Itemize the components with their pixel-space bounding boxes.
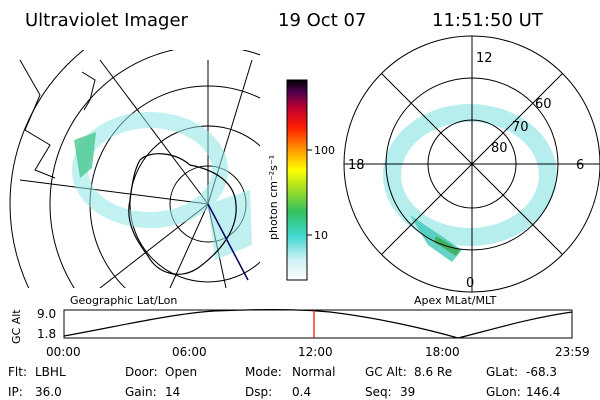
status-dsp-label: Dsp: — [245, 385, 272, 399]
colorbar — [286, 79, 308, 281]
status-mode-label: Mode: — [245, 365, 282, 379]
colorbar-tick-100: 100 — [314, 144, 335, 157]
status-gcalt-value: 8.6 Re — [414, 365, 452, 379]
status-glon-value: 146.4 — [526, 385, 560, 399]
status-flt-label: Flt: — [8, 365, 27, 379]
status-door-value: Open — [165, 365, 197, 379]
status-flt-value: LBHL — [35, 365, 66, 379]
status-glat-value: -68.3 — [526, 365, 557, 379]
left-panel-label: Geographic Lat/Lon — [70, 294, 177, 307]
timeline-strip: GC Alt 9.0 1.8 00:00 06:00 12:00 18:00 2… — [10, 307, 590, 359]
status-panel: Flt: LBHL Door: Open Mode: Normal GC Alt… — [8, 365, 560, 399]
x-tick-0600: 06:00 — [172, 345, 207, 359]
lat-label-70: 70 — [512, 120, 529, 135]
mlt-label-6: 6 — [576, 158, 584, 173]
mlt-label-12: 12 — [476, 51, 493, 66]
status-ip-label: IP: — [8, 385, 23, 399]
status-ip-value: 36.0 — [35, 385, 62, 399]
y-tick-1-8: 1.8 — [37, 327, 56, 341]
status-gcalt-label: GC Alt: — [365, 365, 407, 379]
status-dsp-value: 0.4 — [292, 385, 311, 399]
polar-mlt-panel: 12 18 6 0 60 70 80 — [343, 35, 600, 293]
gc-alt-axis-title: GC Alt — [10, 309, 23, 344]
mlt-label-0: 0 — [466, 276, 474, 291]
geographic-map-panel — [9, 50, 260, 288]
status-glon-label: GLon: — [486, 385, 521, 399]
x-tick-0000: 00:00 — [46, 345, 81, 359]
y-tick-9: 9.0 — [37, 307, 56, 321]
status-gain-value: 14 — [165, 385, 180, 399]
status-gain-label: Gain: — [125, 385, 157, 399]
colorbar-tick-10: 10 — [314, 229, 328, 242]
status-glat-label: GLat: — [486, 365, 518, 379]
colorbar-unit: photon cm⁻²s⁻¹ — [267, 155, 280, 240]
right-panel-label: Apex MLat/MLT — [414, 294, 497, 307]
status-mode-value: Normal — [292, 365, 335, 379]
lat-label-60: 60 — [535, 97, 552, 112]
status-seq-label: Seq: — [365, 385, 392, 399]
x-tick-1800: 18:00 — [425, 345, 460, 359]
x-tick-1200: 12:00 — [298, 345, 333, 359]
date-label: 19 Oct 07 — [278, 10, 366, 31]
mlt-label-18: 18 — [348, 158, 365, 173]
lat-label-80: 80 — [491, 141, 508, 156]
instrument-title: Ultraviolet Imager — [25, 10, 189, 31]
time-label: 11:51:50 UT — [432, 10, 544, 31]
status-door-label: Door: — [125, 365, 158, 379]
x-tick-2359: 23:59 — [555, 345, 590, 359]
status-seq-value: 39 — [400, 385, 415, 399]
